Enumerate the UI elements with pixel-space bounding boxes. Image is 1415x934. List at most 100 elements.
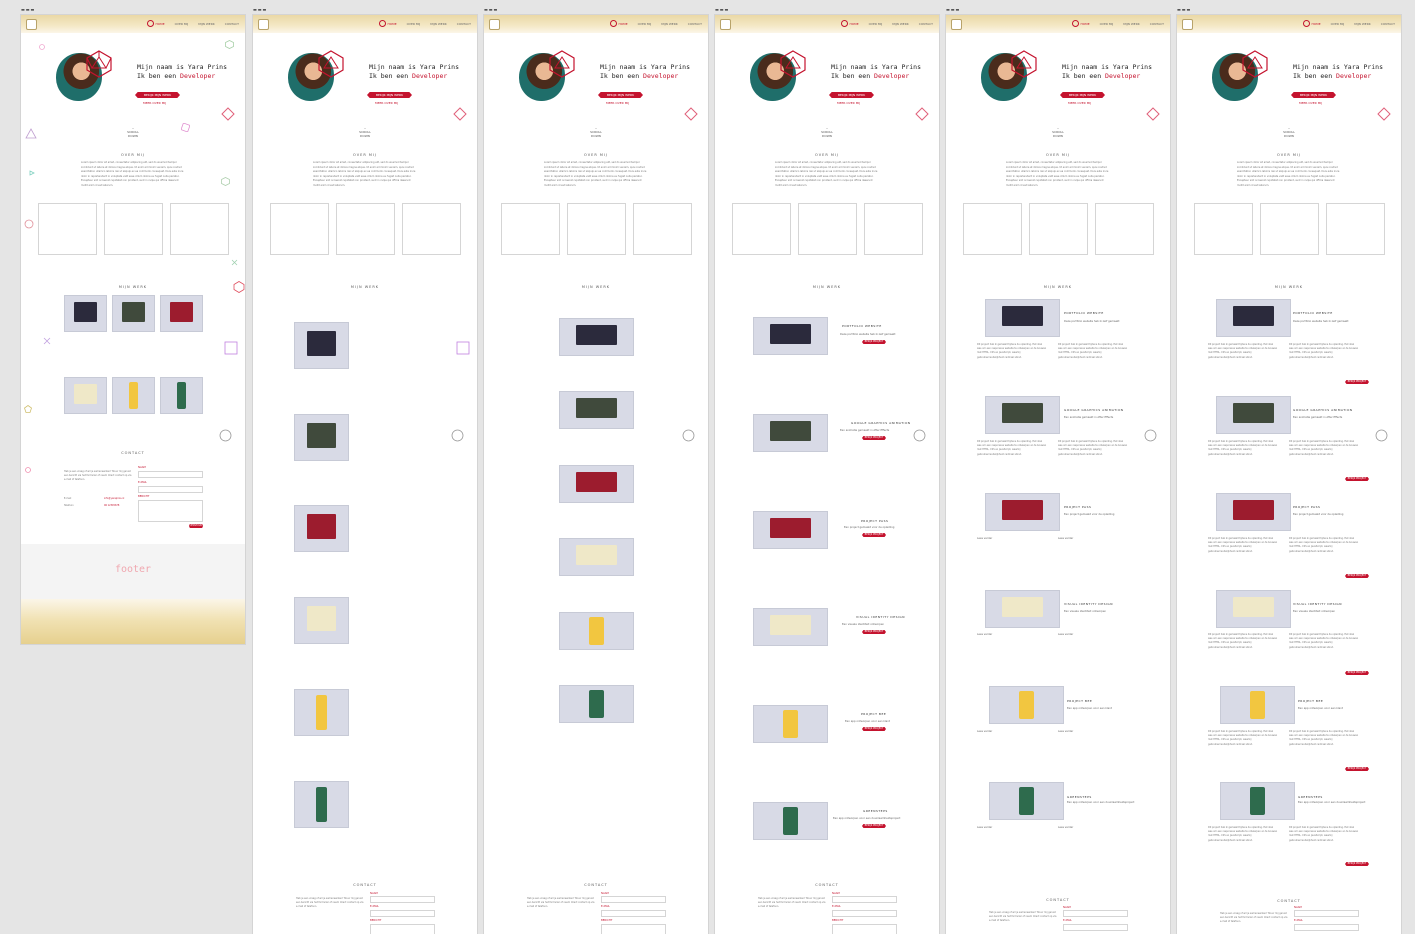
project-thumb-google[interactable]: [753, 414, 828, 452]
nav-item-about[interactable]: Over mij: [406, 21, 421, 26]
nav-item-work[interactable]: Mijn werk: [198, 21, 215, 26]
email-field[interactable]: [370, 910, 435, 917]
view-work-button[interactable]: BEKIJK MIJN WERK: [598, 92, 643, 98]
more-about-me-link[interactable]: MEER OVER MIJ: [375, 101, 399, 105]
nav-item-contact[interactable]: Contact: [1149, 21, 1164, 26]
view-project-button[interactable]: BEKIJK PROJECT: [862, 727, 886, 731]
project-thumb-bee[interactable]: [559, 612, 634, 650]
project-thumb-greensteps[interactable]: [559, 685, 634, 723]
nav-item-work[interactable]: Mijn werk: [1123, 21, 1140, 26]
project-thumb-google[interactable]: [112, 295, 155, 332]
project-thumb-portfolio[interactable]: [985, 299, 1060, 337]
nav-item-work[interactable]: Mijn werk: [892, 21, 909, 26]
nav-item-home[interactable]: Home: [1302, 20, 1321, 27]
nav-item-home[interactable]: Home: [146, 20, 165, 27]
email-field[interactable]: [832, 910, 897, 917]
project-thumb-bee[interactable]: [1220, 686, 1295, 724]
scroll-down-hint[interactable]: ⌄ SCROLL DOWN: [127, 126, 139, 138]
project-thumb-identity[interactable]: [753, 608, 828, 646]
project-thumb-google[interactable]: [559, 391, 634, 429]
project-thumb-pass[interactable]: [985, 493, 1060, 531]
more-about-me-link[interactable]: MEER OVER MIJ: [606, 101, 630, 105]
view-project-button[interactable]: BEKIJK PROJECT: [862, 533, 886, 537]
more-about-me-link[interactable]: MEER OVER MIJ: [143, 101, 167, 105]
nav-item-work[interactable]: Mijn werk: [1354, 21, 1371, 26]
logo-icon[interactable]: [1182, 19, 1193, 30]
nav-item-home[interactable]: Home: [1071, 20, 1090, 27]
project-thumb-pass[interactable]: [753, 511, 828, 549]
view-project-button[interactable]: BEKIJK PROJECT: [1345, 767, 1369, 771]
message-field[interactable]: [138, 500, 203, 522]
email-field[interactable]: [601, 910, 666, 917]
name-field[interactable]: [832, 896, 897, 903]
name-field[interactable]: [601, 896, 666, 903]
project-thumb-greensteps[interactable]: [989, 782, 1064, 820]
view-work-button[interactable]: BEKIJK MIJN WERK: [1291, 92, 1336, 98]
project-thumb-google[interactable]: [1216, 396, 1291, 434]
read-more-link[interactable]: Lees verder: [977, 537, 993, 540]
read-more-link[interactable]: Lees verder: [977, 826, 993, 829]
scroll-down-hint[interactable]: ⌄ SCROLL DOWN: [821, 126, 833, 138]
more-about-me-link[interactable]: MEER OVER MIJ: [1299, 101, 1323, 105]
read-more-link[interactable]: Lees verder: [977, 730, 993, 733]
project-thumb-identity[interactable]: [294, 597, 349, 644]
project-thumb-bee[interactable]: [294, 689, 349, 736]
logo-icon[interactable]: [26, 19, 37, 30]
project-thumb-bee[interactable]: [753, 705, 828, 743]
project-thumb-pass[interactable]: [559, 465, 634, 503]
project-thumb-pass[interactable]: [160, 295, 203, 332]
send-button[interactable]: VERSTUUR: [189, 524, 203, 528]
read-more-link[interactable]: Lees verder: [1058, 826, 1074, 829]
name-field[interactable]: [1294, 910, 1359, 917]
project-thumb-google[interactable]: [294, 414, 349, 461]
view-work-button[interactable]: BEKIJK MIJN WERK: [829, 92, 874, 98]
project-thumb-portfolio[interactable]: [559, 318, 634, 356]
scroll-down-hint[interactable]: ⌄ SCROLL DOWN: [590, 126, 602, 138]
view-project-button[interactable]: BEKIJK PROJECT: [1345, 671, 1369, 675]
nav-item-contact[interactable]: Contact: [456, 21, 471, 26]
project-thumb-identity[interactable]: [559, 538, 634, 576]
name-field[interactable]: [1063, 910, 1128, 917]
view-project-button[interactable]: BEKIJK PROJECT: [1345, 574, 1369, 578]
project-thumb-bee[interactable]: [112, 377, 155, 414]
scroll-down-hint[interactable]: ⌄ SCROLL DOWN: [1283, 126, 1295, 138]
read-more-link[interactable]: Lees verder: [1058, 537, 1074, 540]
view-work-button[interactable]: BEKIJK MIJN WERK: [135, 92, 180, 98]
nav-item-about[interactable]: Over mij: [1099, 21, 1114, 26]
project-thumb-portfolio[interactable]: [64, 295, 107, 332]
view-project-button[interactable]: BEKIJK PROJECT: [1345, 477, 1369, 481]
project-thumb-greensteps[interactable]: [1220, 782, 1295, 820]
logo-icon[interactable]: [489, 19, 500, 30]
message-field[interactable]: [832, 924, 897, 934]
message-field[interactable]: [370, 924, 435, 934]
view-work-button[interactable]: BEKIJK MIJN WERK: [367, 92, 412, 98]
project-thumb-portfolio[interactable]: [753, 317, 828, 355]
message-field[interactable]: [601, 924, 666, 934]
project-thumb-identity[interactable]: [64, 377, 107, 414]
contact-phone-value[interactable]: 06 12345678: [104, 504, 120, 507]
more-about-me-link[interactable]: MEER OVER MIJ: [1068, 101, 1092, 105]
nav-item-contact[interactable]: Contact: [1380, 21, 1395, 26]
view-project-button[interactable]: BEKIJK PROJECT: [862, 630, 886, 634]
nav-item-about[interactable]: Over mij: [174, 21, 189, 26]
nav-item-home[interactable]: Home: [840, 20, 859, 27]
nav-item-about[interactable]: Over mij: [1330, 21, 1345, 26]
read-more-link[interactable]: Lees verder: [977, 633, 993, 636]
project-thumb-greensteps[interactable]: [294, 781, 349, 828]
nav-item-contact[interactable]: Contact: [687, 21, 702, 26]
logo-icon[interactable]: [951, 19, 962, 30]
project-thumb-identity[interactable]: [1216, 590, 1291, 628]
email-field[interactable]: [1294, 924, 1359, 931]
project-thumb-google[interactable]: [985, 396, 1060, 434]
project-thumb-greensteps[interactable]: [160, 377, 203, 414]
project-thumb-bee[interactable]: [989, 686, 1064, 724]
view-project-button[interactable]: BEKIJK PROJECT: [1345, 380, 1369, 384]
email-field[interactable]: [1063, 924, 1128, 931]
contact-email-value[interactable]: info@yaraprins.nl: [104, 497, 125, 500]
project-thumb-pass[interactable]: [1216, 493, 1291, 531]
project-thumb-pass[interactable]: [294, 505, 349, 552]
project-thumb-greensteps[interactable]: [753, 802, 828, 840]
nav-item-home[interactable]: Home: [378, 20, 397, 27]
project-thumb-portfolio[interactable]: [1216, 299, 1291, 337]
view-project-button[interactable]: BEKIJK PROJECT: [862, 340, 886, 344]
